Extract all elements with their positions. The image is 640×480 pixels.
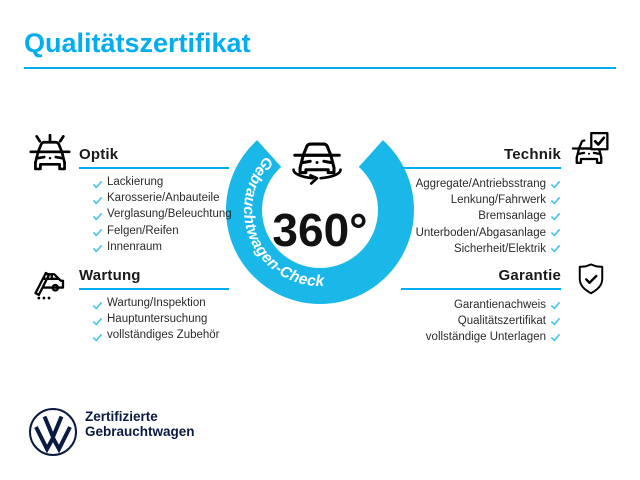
svg-text:360°: 360°	[272, 204, 367, 256]
